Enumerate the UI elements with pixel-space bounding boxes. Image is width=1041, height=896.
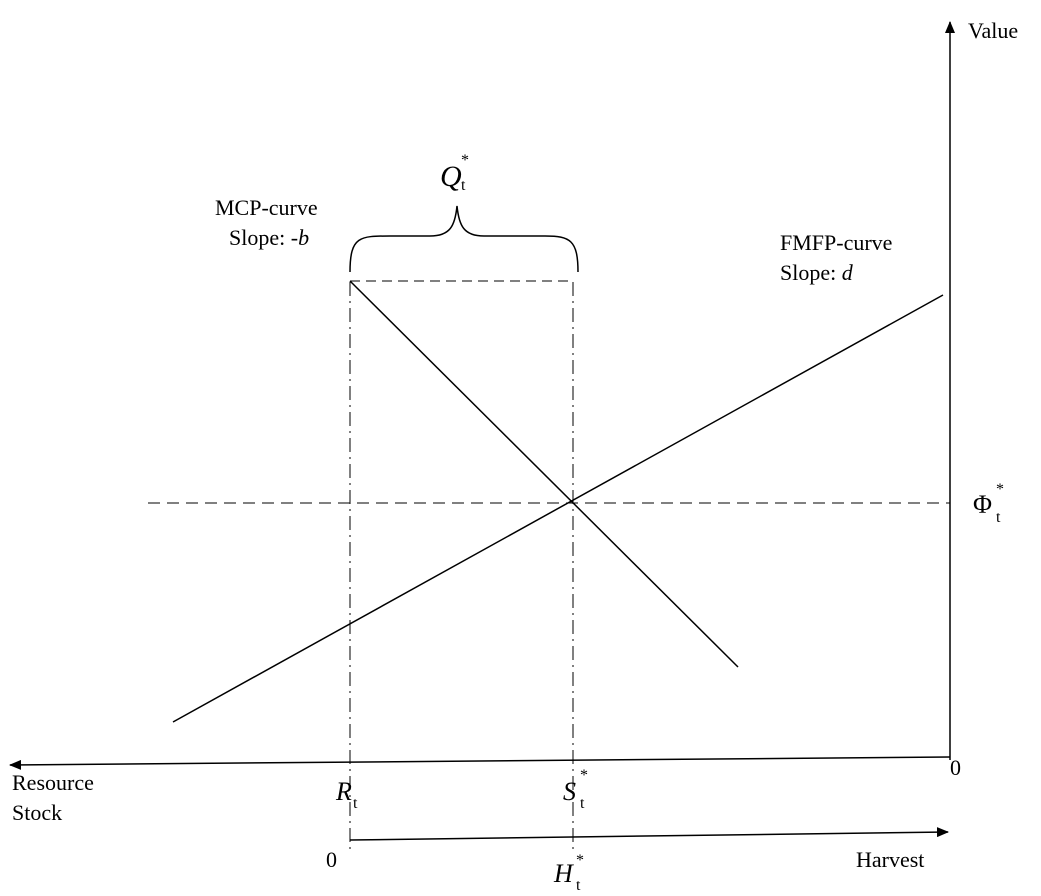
svg-text:t: t (353, 795, 358, 812)
resource-label-line2: Stock (12, 800, 62, 825)
resource-label-line1: Resource (12, 770, 94, 795)
harvest-axis (349, 827, 949, 841)
origin-right-label: 0 (950, 755, 961, 780)
svg-text:S: S (563, 777, 576, 806)
origin-bottom-label: 0 (326, 847, 337, 872)
fmfp-curve (172, 294, 944, 723)
h-symbol: H * t (553, 852, 584, 894)
harvest-axis-label: Harvest (856, 847, 924, 872)
svg-text:*: * (461, 152, 469, 169)
svg-text:t: t (576, 877, 581, 894)
phi-symbol: Φ * t (973, 481, 1004, 526)
value-axis-label: Value (968, 18, 1018, 43)
svg-text:*: * (576, 852, 584, 869)
svg-text:H: H (553, 859, 574, 888)
svg-text:R: R (335, 777, 352, 806)
svg-text:Q: Q (440, 160, 462, 193)
mcp-curve-name: MCP-curve (215, 195, 318, 220)
fmfp-curve-name: FMFP-curve (780, 230, 892, 255)
svg-text:*: * (996, 481, 1004, 498)
svg-text:t: t (580, 795, 585, 812)
fmfp-slope-label: Slope: d (780, 260, 854, 285)
q-symbol: Q * t (440, 152, 469, 194)
svg-text:Φ: Φ (973, 490, 992, 519)
svg-text:t: t (461, 177, 466, 194)
mcp-slope-label: Slope: -b (229, 225, 309, 250)
q-brace (349, 205, 579, 273)
svg-text:*: * (580, 767, 588, 784)
s-symbol: S * t (563, 767, 588, 812)
mcp-curve (349, 280, 739, 668)
r-symbol: R t (335, 777, 358, 812)
resource-stock-axis (9, 756, 951, 770)
svg-text:t: t (996, 509, 1001, 526)
